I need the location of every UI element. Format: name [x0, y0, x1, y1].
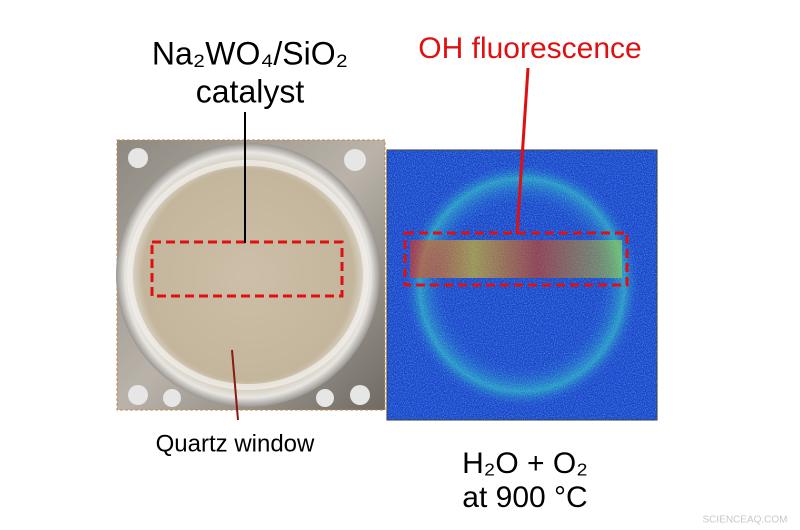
- fluorescence-label: OH fluorescence: [418, 32, 641, 65]
- pointer-line: [515, 67, 530, 235]
- reactants-label: H₂O + O₂: [462, 447, 588, 480]
- fluorescence-image: [386, 149, 658, 421]
- pointer-line: [231, 349, 239, 421]
- temperature-label: at 900 °C: [462, 481, 587, 514]
- window-label: Quartz window: [156, 430, 315, 457]
- catalyst-label: catalyst: [196, 73, 305, 109]
- catalyst-formula: Na₂WO₄/SiO₂: [152, 35, 348, 71]
- catalyst-photo: [116, 139, 386, 411]
- watermark: SCIENCEAQ.COM: [702, 515, 787, 526]
